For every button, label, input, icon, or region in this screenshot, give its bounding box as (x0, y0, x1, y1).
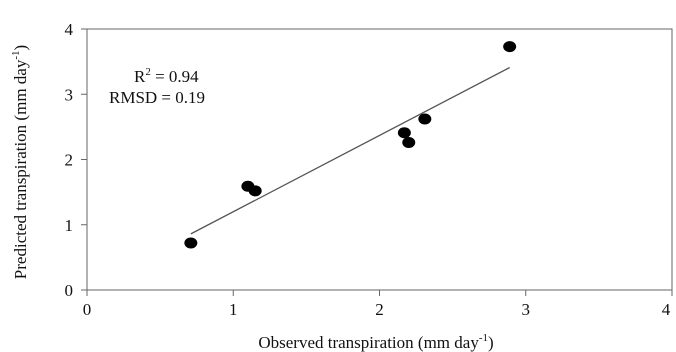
data-point (397, 127, 411, 139)
x-tick-label: 4 (662, 300, 671, 319)
y-tick-label: 0 (65, 281, 74, 300)
data-point (184, 237, 198, 249)
x-tick-label: 0 (83, 300, 92, 319)
y-tick-label: 2 (65, 151, 74, 170)
x-tick-label: 3 (522, 300, 531, 319)
data-point (503, 41, 517, 53)
x-tick-label: 2 (375, 300, 384, 319)
x-tick-label: 1 (229, 300, 238, 319)
y-tick-label: 3 (65, 85, 74, 104)
x-axis-title: Observed transpiration (mm day-1) (258, 332, 493, 352)
data-point (418, 113, 432, 125)
y-axis: 0 1 2 3 4 (65, 20, 87, 300)
data-point (248, 185, 262, 197)
trend-line (190, 66, 510, 235)
x-axis: 0 1 2 3 4 (83, 290, 673, 319)
rmsd-annotation: RMSD = 0.19 (109, 88, 205, 107)
data-point (402, 137, 416, 149)
r-squared-annotation: R2 = 0.94 (134, 66, 199, 86)
y-tick-label: 1 (65, 216, 74, 235)
y-tick-label: 4 (65, 20, 74, 39)
y-axis-title: Predicted transpiration (mm day-1) (10, 45, 30, 279)
data-points (184, 41, 517, 249)
